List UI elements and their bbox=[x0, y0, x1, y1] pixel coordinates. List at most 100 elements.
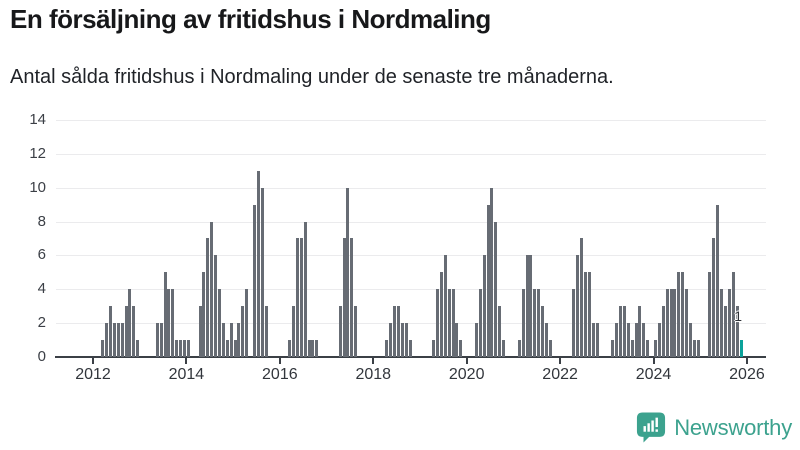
bar bbox=[681, 272, 685, 357]
x-axis-tick-label: 2020 bbox=[448, 366, 485, 383]
bar bbox=[167, 289, 171, 357]
bar bbox=[155, 323, 159, 357]
newsworthy-logo-text: Newsworthy bbox=[674, 414, 792, 440]
bar bbox=[443, 255, 447, 357]
bar bbox=[661, 306, 665, 357]
bar bbox=[587, 272, 591, 357]
bar bbox=[214, 255, 218, 357]
chart-subtitle: Antal sålda fritidshus i Nordmaling unde… bbox=[10, 66, 614, 88]
x-axis-line bbox=[55, 356, 766, 358]
bar bbox=[731, 272, 735, 357]
bar bbox=[435, 289, 439, 357]
bar bbox=[696, 340, 700, 357]
bar bbox=[591, 323, 595, 357]
bar bbox=[646, 340, 650, 357]
newsworthy-logo[interactable]: Newsworthy bbox=[636, 411, 792, 444]
bar bbox=[673, 289, 677, 357]
x-axis-tick bbox=[92, 358, 94, 364]
x-axis-tick bbox=[465, 358, 468, 364]
bar bbox=[354, 306, 358, 357]
bar bbox=[720, 289, 724, 357]
x-axis-tick bbox=[278, 358, 281, 364]
bar bbox=[241, 306, 245, 357]
bar bbox=[101, 340, 105, 357]
bar bbox=[533, 289, 537, 357]
bar bbox=[105, 323, 109, 357]
newsworthy-logo-icon bbox=[637, 412, 666, 443]
x-axis-tick-label: 2026 bbox=[729, 366, 765, 383]
bar bbox=[653, 340, 657, 357]
bar bbox=[474, 323, 478, 357]
x-axis-tick-label: 2024 bbox=[635, 366, 672, 383]
bar bbox=[225, 340, 229, 357]
bar bbox=[677, 272, 681, 357]
bar bbox=[638, 306, 642, 357]
highlight-bar bbox=[739, 340, 743, 357]
bar bbox=[132, 306, 136, 357]
bar bbox=[389, 323, 393, 357]
bar bbox=[692, 340, 696, 357]
bar bbox=[525, 255, 529, 357]
bar bbox=[237, 323, 241, 357]
bar bbox=[548, 340, 552, 357]
bar bbox=[447, 289, 451, 357]
x-axis-tick-label: 2016 bbox=[262, 366, 298, 383]
grid-line bbox=[56, 289, 766, 291]
bar bbox=[171, 289, 175, 357]
bar bbox=[311, 340, 315, 357]
bar bbox=[385, 340, 389, 357]
bar bbox=[206, 238, 210, 357]
bar bbox=[494, 221, 498, 357]
grid-line bbox=[56, 187, 766, 189]
y-axis-tick-label: 2 bbox=[37, 314, 46, 332]
grid-line bbox=[56, 255, 766, 257]
bar bbox=[404, 323, 408, 357]
x-axis-tick bbox=[372, 358, 375, 364]
bar bbox=[408, 340, 412, 357]
bar bbox=[611, 340, 615, 357]
bar bbox=[630, 340, 634, 357]
bar bbox=[642, 323, 646, 357]
bar bbox=[116, 323, 120, 357]
x-axis-tick bbox=[745, 358, 748, 364]
bar bbox=[303, 221, 307, 357]
bar bbox=[459, 340, 463, 357]
bar bbox=[221, 323, 225, 357]
bar bbox=[716, 204, 720, 357]
bar bbox=[159, 323, 163, 357]
bar bbox=[400, 323, 404, 357]
bar bbox=[291, 306, 295, 357]
bar bbox=[163, 272, 167, 357]
bar bbox=[541, 306, 545, 357]
bar bbox=[634, 323, 638, 357]
bar bbox=[665, 289, 669, 357]
bar bbox=[182, 340, 186, 357]
bar bbox=[544, 323, 548, 357]
bar bbox=[622, 306, 626, 357]
grid-line bbox=[56, 153, 766, 155]
y-axis-tick-label: 4 bbox=[37, 280, 46, 298]
bar bbox=[498, 306, 502, 357]
bar bbox=[724, 306, 728, 357]
x-axis-tick-label: 2018 bbox=[355, 366, 392, 383]
bar bbox=[186, 340, 190, 357]
bar bbox=[451, 289, 455, 357]
x-axis-tick bbox=[559, 358, 562, 364]
bar bbox=[529, 255, 533, 357]
bar bbox=[572, 289, 576, 357]
bar bbox=[432, 340, 436, 357]
bar bbox=[397, 306, 401, 357]
bar bbox=[120, 323, 124, 357]
grid-line bbox=[56, 119, 766, 121]
bar bbox=[128, 289, 132, 357]
bar bbox=[338, 306, 342, 357]
grid-line bbox=[56, 323, 766, 325]
bar bbox=[727, 289, 731, 357]
bar bbox=[288, 340, 292, 357]
bar bbox=[626, 323, 630, 357]
bar bbox=[245, 289, 249, 357]
bar bbox=[346, 187, 350, 357]
bar bbox=[253, 204, 257, 357]
bar bbox=[615, 323, 619, 357]
